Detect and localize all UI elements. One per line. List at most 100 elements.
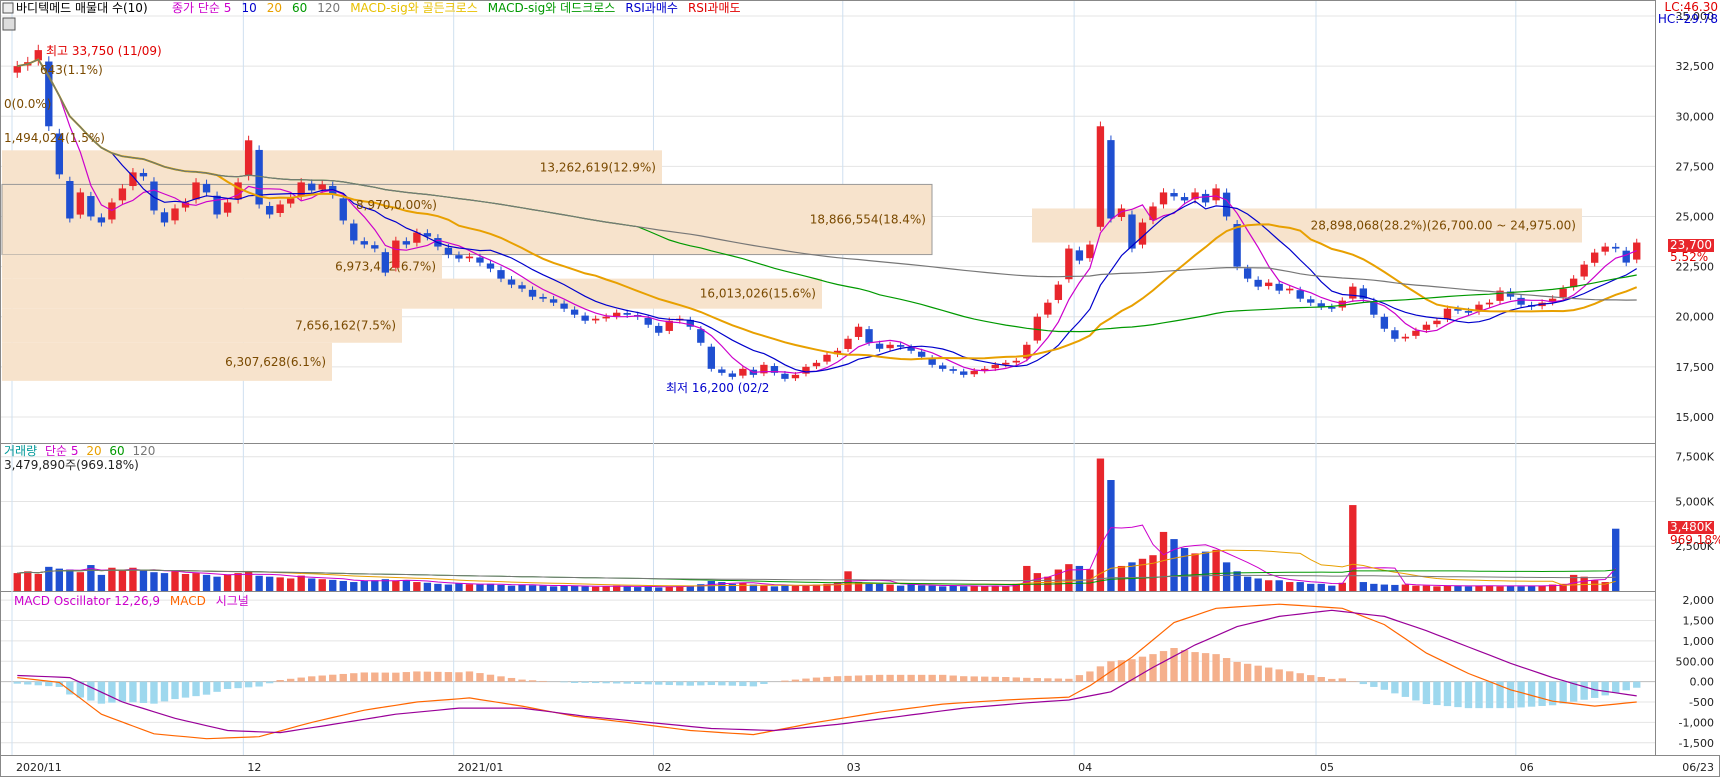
grid-toggle-icon[interactable] xyxy=(2,17,16,31)
candle xyxy=(1107,140,1115,219)
volume-tick-label: 5,000K xyxy=(1675,495,1714,508)
vp-partial-label-1: 643(1.1%) xyxy=(40,63,103,77)
volume-bar xyxy=(728,583,737,591)
oscillator-bar xyxy=(844,675,852,682)
oscillator-bar xyxy=(570,681,579,683)
volume-bar xyxy=(1201,551,1210,591)
macd-tick-label: 1,500 xyxy=(1683,614,1715,627)
price-tick-label: 17,500 xyxy=(1676,361,1715,374)
volume-profile-label: 6,307,628(6.1%) xyxy=(225,355,326,369)
volume-bar xyxy=(45,566,53,591)
legend-item: 20 xyxy=(267,1,282,15)
candle xyxy=(181,202,190,208)
x-tick-label: 03 xyxy=(847,761,861,774)
volume-bar xyxy=(1349,505,1357,591)
candle xyxy=(854,326,863,337)
oscillator-bar xyxy=(108,681,116,703)
indicator-title[interactable]: 바디텍메드 매물대 수(10) xyxy=(16,1,148,15)
legend-item: RSI과매도 xyxy=(688,1,741,15)
candle xyxy=(129,172,137,187)
volume-bar xyxy=(1180,548,1189,591)
candle xyxy=(223,202,232,213)
oscillator-bar xyxy=(423,671,432,682)
oscillator-bar xyxy=(581,681,589,683)
panel-menu-icon[interactable] xyxy=(2,2,14,14)
volume-bar xyxy=(1138,558,1147,591)
candle xyxy=(1044,302,1052,315)
oscillator-bar xyxy=(896,674,905,682)
oscillator-bar xyxy=(276,680,284,682)
oscillator-bar xyxy=(1422,681,1431,705)
candle xyxy=(970,370,978,375)
candle xyxy=(1612,246,1620,249)
oscillator-bar xyxy=(1370,681,1378,687)
candle xyxy=(928,358,936,365)
candle xyxy=(718,369,726,373)
volume-bar xyxy=(644,586,652,591)
candle xyxy=(339,198,347,221)
oscillator-bar xyxy=(760,681,768,685)
candle xyxy=(833,350,842,355)
price-tick-label: 20,000 xyxy=(1676,311,1715,324)
oscillator-bar xyxy=(981,676,989,682)
candle xyxy=(139,172,148,177)
volume-bar xyxy=(1191,553,1199,591)
volume-bar xyxy=(665,586,673,591)
oscillator-bar xyxy=(150,681,158,704)
macd-tick-label: 0.00 xyxy=(1690,676,1715,689)
volume-bar xyxy=(602,586,610,591)
candle xyxy=(1065,248,1073,280)
candle xyxy=(244,140,253,177)
volume-bar xyxy=(581,586,589,591)
candle xyxy=(770,366,779,373)
candle xyxy=(423,233,432,237)
oscillator-bar xyxy=(339,673,347,682)
candle xyxy=(791,374,800,379)
candle xyxy=(949,369,957,371)
volume-bar xyxy=(686,585,694,591)
oscillator-bar xyxy=(1612,681,1620,693)
volume-bar xyxy=(255,575,263,591)
candle xyxy=(1422,324,1431,330)
volume-bar xyxy=(1264,580,1273,591)
oscillator-bar xyxy=(591,681,600,684)
volume-bar xyxy=(297,575,305,591)
oscillator-bar xyxy=(697,681,705,686)
oscillator-bar xyxy=(234,681,242,689)
oscillator-bar xyxy=(791,679,800,682)
candle xyxy=(1296,290,1304,299)
volume-bar xyxy=(34,573,42,591)
macd-tick-label: -1,000 xyxy=(1679,716,1714,729)
candle xyxy=(1433,320,1441,325)
vp-partial-label-2: 0(0.0%) xyxy=(4,97,51,111)
current-price: 23,700 xyxy=(1670,238,1712,252)
oscillator-bar xyxy=(1138,656,1147,682)
volume-bar xyxy=(928,585,936,591)
oscillator-bar xyxy=(833,676,842,682)
x-tick-label: 02 xyxy=(657,761,671,774)
candle xyxy=(476,257,484,263)
price-tick-label: 30,000 xyxy=(1676,110,1715,123)
volume-bar xyxy=(150,572,158,591)
oscillator-bar xyxy=(381,672,390,682)
volume-bar xyxy=(202,574,211,591)
volume-panel[interactable] xyxy=(0,443,1656,592)
volume-bar xyxy=(360,580,368,591)
candle xyxy=(1170,193,1178,197)
volume-bar xyxy=(1233,571,1241,591)
oscillator-bar xyxy=(960,676,968,682)
volume-bar xyxy=(1485,585,1494,591)
macd-panel[interactable] xyxy=(0,591,1656,756)
oscillator-bar xyxy=(1633,681,1641,688)
candle xyxy=(1243,268,1252,279)
candle xyxy=(991,364,999,369)
volume-bar xyxy=(612,585,621,591)
ma-line-5 xyxy=(17,58,1637,374)
price-tick-label: 25,000 xyxy=(1676,210,1715,223)
volume-bar xyxy=(192,573,200,591)
oscillator-bar xyxy=(1538,681,1546,706)
oscillator-bar xyxy=(938,674,947,682)
candle xyxy=(1117,208,1126,217)
hc-readout: HC:-29.78 xyxy=(1658,12,1718,26)
